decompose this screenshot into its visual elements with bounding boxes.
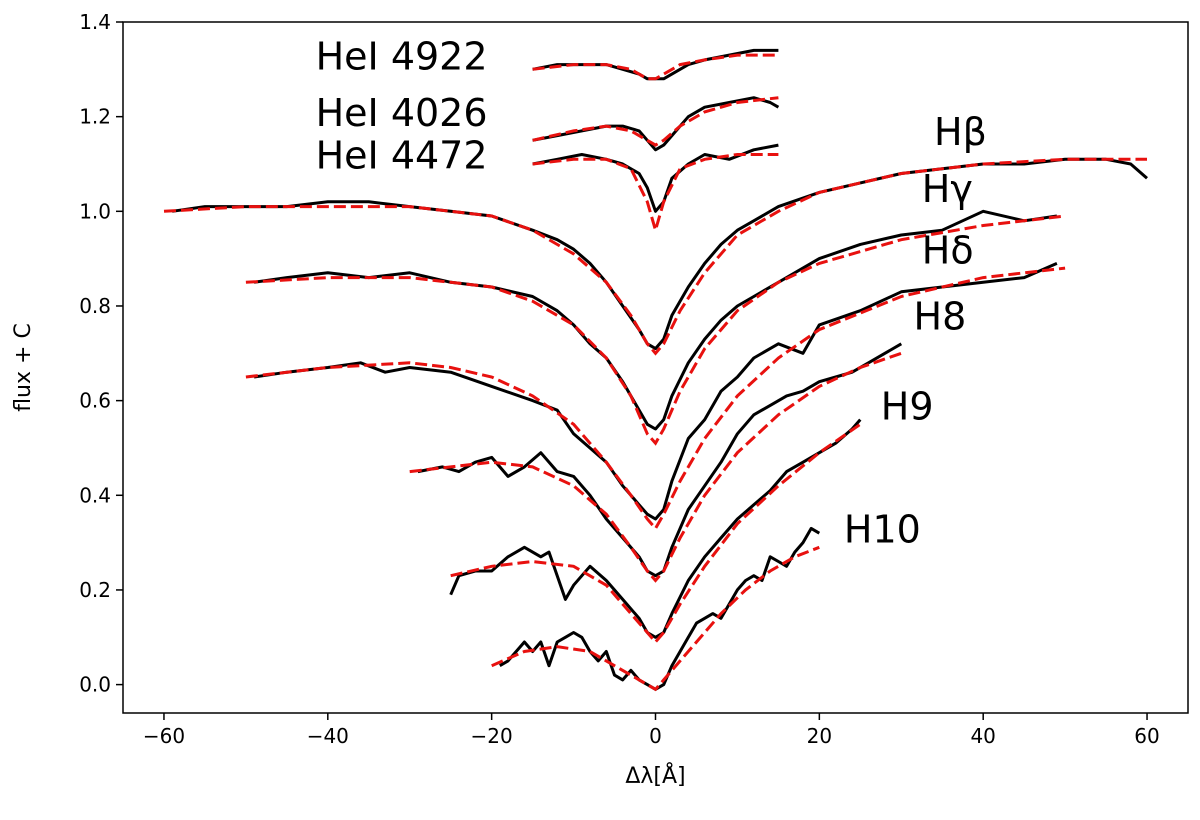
y-tick-label: 1.4 bbox=[79, 10, 111, 34]
y-axis-label: flux + C bbox=[11, 323, 36, 412]
x-tick-label: −60 bbox=[143, 724, 185, 748]
y-tick-label: 0.4 bbox=[79, 483, 111, 507]
line-label-h-: Hγ bbox=[922, 167, 973, 211]
plot-area bbox=[163, 48, 1148, 692]
model-line-h- bbox=[245, 214, 1066, 446]
x-tick-label: 0 bbox=[649, 724, 662, 748]
y-tick-label: 1.0 bbox=[79, 199, 111, 223]
axes: −60 −40 −20 0 20 40 60 0.0 0.2 0.4 0.6 0.8 1.0 1.2 1.4 bbox=[79, 10, 1189, 748]
line-label-h9: H9 bbox=[881, 385, 934, 429]
line-label-hei-4922: HeI 4922 bbox=[316, 34, 488, 78]
model-line-hei-4026 bbox=[532, 96, 779, 147]
line-label-h10: H10 bbox=[844, 508, 921, 552]
line-label-h-: Hδ bbox=[922, 228, 974, 272]
x-tick-label: 20 bbox=[807, 724, 832, 748]
line-label-h-: Hβ bbox=[934, 110, 987, 154]
y-tick-label: 0.6 bbox=[79, 389, 111, 413]
y-tick-label: 0.0 bbox=[79, 673, 111, 697]
y-tick-label: 1.2 bbox=[79, 105, 111, 129]
observed-line-h8 bbox=[417, 342, 903, 578]
line-label-hei-4026: HeI 4026 bbox=[316, 91, 488, 135]
model-line-hei-4922 bbox=[532, 53, 779, 81]
x-tick-label: 40 bbox=[970, 724, 995, 748]
x-tick-label: −20 bbox=[471, 724, 513, 748]
x-tick-label: −40 bbox=[307, 724, 349, 748]
y-tick-label: 0.8 bbox=[79, 294, 111, 318]
x-tick-label: 60 bbox=[1134, 724, 1159, 748]
model-line-h- bbox=[245, 266, 1066, 531]
model-line-h10 bbox=[491, 545, 820, 692]
observed-line-h- bbox=[253, 262, 1058, 521]
observed-line-h10 bbox=[499, 526, 821, 691]
line-label-h8: H8 bbox=[914, 295, 967, 339]
model-line-h8 bbox=[409, 351, 902, 583]
model-line-h9 bbox=[450, 423, 862, 645]
series-group bbox=[163, 48, 1148, 692]
model-line-h- bbox=[163, 157, 1147, 356]
line-label-hei-4472: HeI 4472 bbox=[316, 134, 488, 178]
x-axis-label: Δλ[Å] bbox=[625, 762, 685, 789]
y-tick-label: 0.2 bbox=[79, 578, 111, 602]
